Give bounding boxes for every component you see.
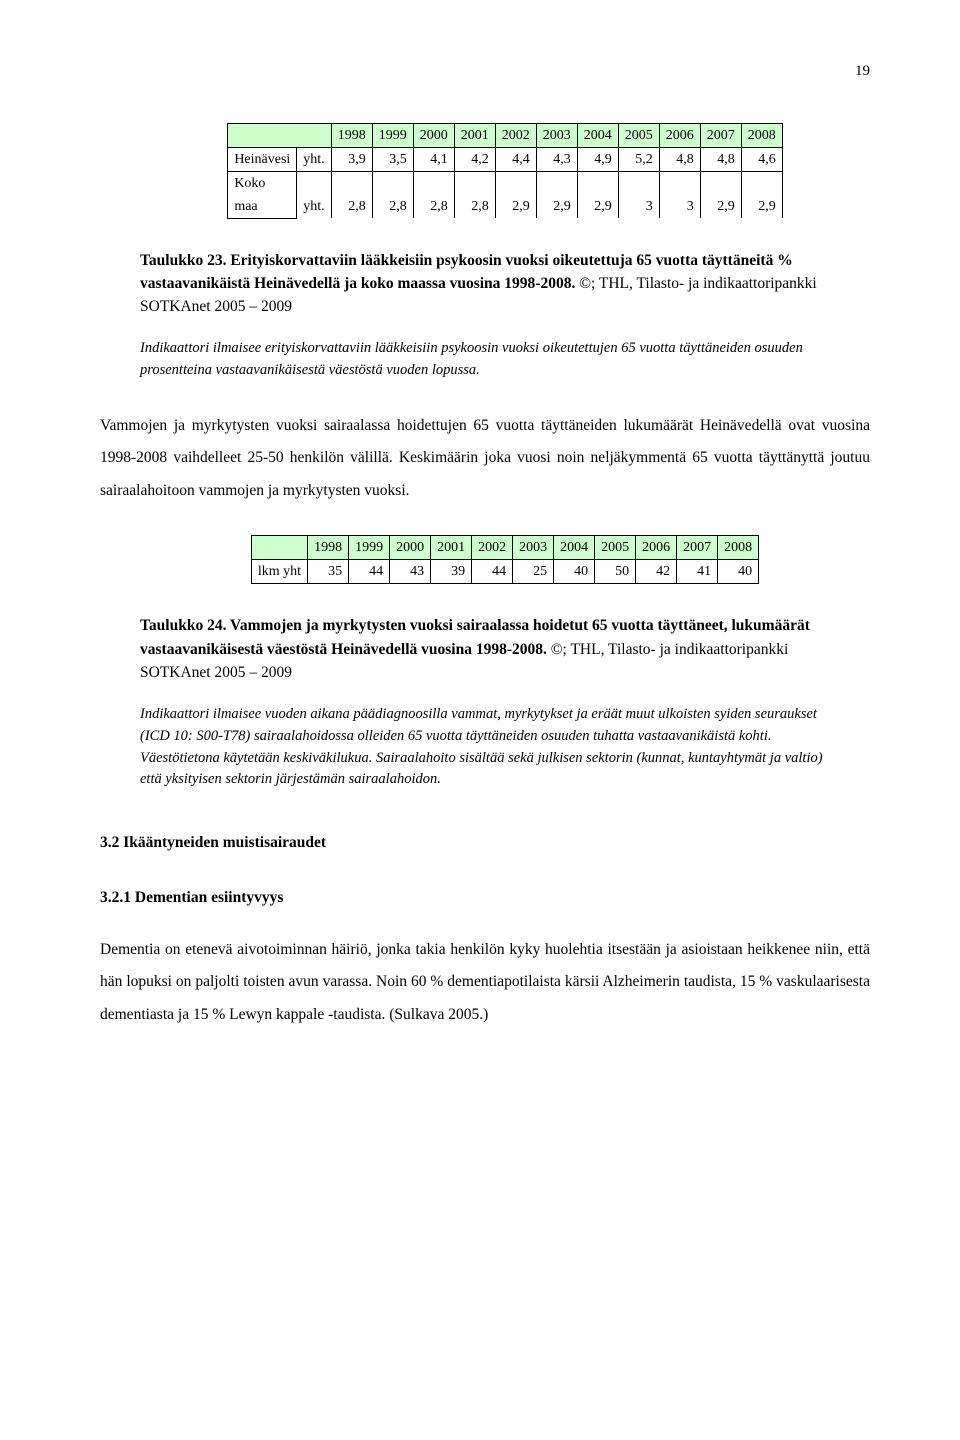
value-cell: 4,9: [577, 147, 618, 171]
table-row: Koko yht. 2,8 2,8 2,8 2,8 2,9 2,9 2,9 3 …: [228, 171, 782, 195]
value-cell: 2,8: [372, 171, 413, 218]
value-cell: 4,8: [659, 147, 700, 171]
table-row: Heinävesi yht. 3,9 3,5 4,1 4,2 4,4 4,3 4…: [228, 147, 782, 171]
value-cell: 2,8: [413, 171, 454, 218]
value-cell: 3,9: [331, 147, 372, 171]
year-cell: 1999: [349, 536, 390, 560]
table-row: 1998 1999 2000 2001 2002 2003 2004 2005 …: [251, 536, 758, 560]
value-cell: 25: [513, 560, 554, 584]
table-row: lkm yht 35 44 43 39 44 25 40 50 42 41 40: [251, 560, 758, 584]
value-cell: 4,4: [495, 147, 536, 171]
value-cell: 2,8: [454, 171, 495, 218]
row-label-part2: maa: [228, 195, 297, 219]
indicator-note-1: Indikaattori ilmaisee erityiskorvattavii…: [140, 338, 830, 382]
value-cell: 2,9: [577, 171, 618, 218]
table-1-caption: Taulukko 23. Erityiskorvattaviin lääkkei…: [140, 249, 830, 319]
year-cell: 2004: [577, 123, 618, 147]
year-cell: 2000: [413, 123, 454, 147]
row-unit: yht.: [297, 171, 331, 218]
value-cell: 2,9: [495, 171, 536, 218]
year-cell: 2001: [454, 123, 495, 147]
year-cell: 2006: [636, 536, 677, 560]
row-label: Heinävesi: [228, 147, 297, 171]
row-label: lkm yht: [251, 560, 307, 584]
value-cell: 5,2: [618, 147, 659, 171]
value-cell: 40: [554, 560, 595, 584]
year-cell: 1999: [372, 123, 413, 147]
value-cell: 3: [659, 171, 700, 218]
value-cell: 4,8: [700, 147, 741, 171]
value-cell: 43: [390, 560, 431, 584]
table-2-caption: Taulukko 24. Vammojen ja myrkytysten vuo…: [140, 614, 830, 684]
value-cell: 42: [636, 560, 677, 584]
year-cell: 2008: [741, 123, 782, 147]
subsection-heading-3-2-1: 3.2.1 Dementian esiintyvyys: [100, 886, 870, 909]
table-2-wrap: 1998 1999 2000 2001 2002 2003 2004 2005 …: [140, 535, 870, 584]
year-cell: 2007: [677, 536, 718, 560]
paragraph-1: Vammojen ja myrkytysten vuoksi sairaalas…: [100, 410, 870, 508]
blank-cell: [251, 536, 307, 560]
row-unit: yht.: [297, 147, 331, 171]
year-cell: 1998: [308, 536, 349, 560]
year-cell: 2003: [536, 123, 577, 147]
year-cell: 2000: [390, 536, 431, 560]
page-number: 19: [100, 60, 870, 83]
year-cell: 2002: [495, 123, 536, 147]
year-cell: 2001: [431, 536, 472, 560]
year-cell: 2005: [595, 536, 636, 560]
value-cell: 50: [595, 560, 636, 584]
year-cell: 2007: [700, 123, 741, 147]
value-cell: 40: [718, 560, 759, 584]
year-cell: 1998: [331, 123, 372, 147]
year-cell: 2005: [618, 123, 659, 147]
year-cell: 2004: [554, 536, 595, 560]
blank-cell: [297, 123, 331, 147]
value-cell: 2,9: [741, 171, 782, 218]
value-cell: 4,3: [536, 147, 577, 171]
blank-cell: [228, 123, 297, 147]
value-cell: 39: [431, 560, 472, 584]
year-cell: 2006: [659, 123, 700, 147]
value-cell: 4,1: [413, 147, 454, 171]
table-1: 1998 1999 2000 2001 2002 2003 2004 2005 …: [227, 123, 782, 219]
value-cell: 2,9: [700, 171, 741, 218]
indicator-note-2: Indikaattori ilmaisee vuoden aikana pääd…: [140, 704, 830, 791]
value-cell: 4,2: [454, 147, 495, 171]
value-cell: 4,6: [741, 147, 782, 171]
value-cell: 35: [308, 560, 349, 584]
value-cell: 3,5: [372, 147, 413, 171]
year-cell: 2003: [513, 536, 554, 560]
table-1-wrap: 1998 1999 2000 2001 2002 2003 2004 2005 …: [140, 123, 870, 219]
value-cell: 2,9: [536, 171, 577, 218]
year-cell: 2002: [472, 536, 513, 560]
table-row: 1998 1999 2000 2001 2002 2003 2004 2005 …: [228, 123, 782, 147]
value-cell: 44: [349, 560, 390, 584]
table-2: 1998 1999 2000 2001 2002 2003 2004 2005 …: [251, 535, 759, 584]
value-cell: 3: [618, 171, 659, 218]
section-heading-3-2: 3.2 Ikääntyneiden muistisairaudet: [100, 831, 870, 854]
year-cell: 2008: [718, 536, 759, 560]
value-cell: 2,8: [331, 171, 372, 218]
row-label-part1: Koko: [228, 171, 297, 195]
paragraph-2: Dementia on etenevä aivotoiminnan häiriö…: [100, 934, 870, 1032]
value-cell: 44: [472, 560, 513, 584]
value-cell: 41: [677, 560, 718, 584]
